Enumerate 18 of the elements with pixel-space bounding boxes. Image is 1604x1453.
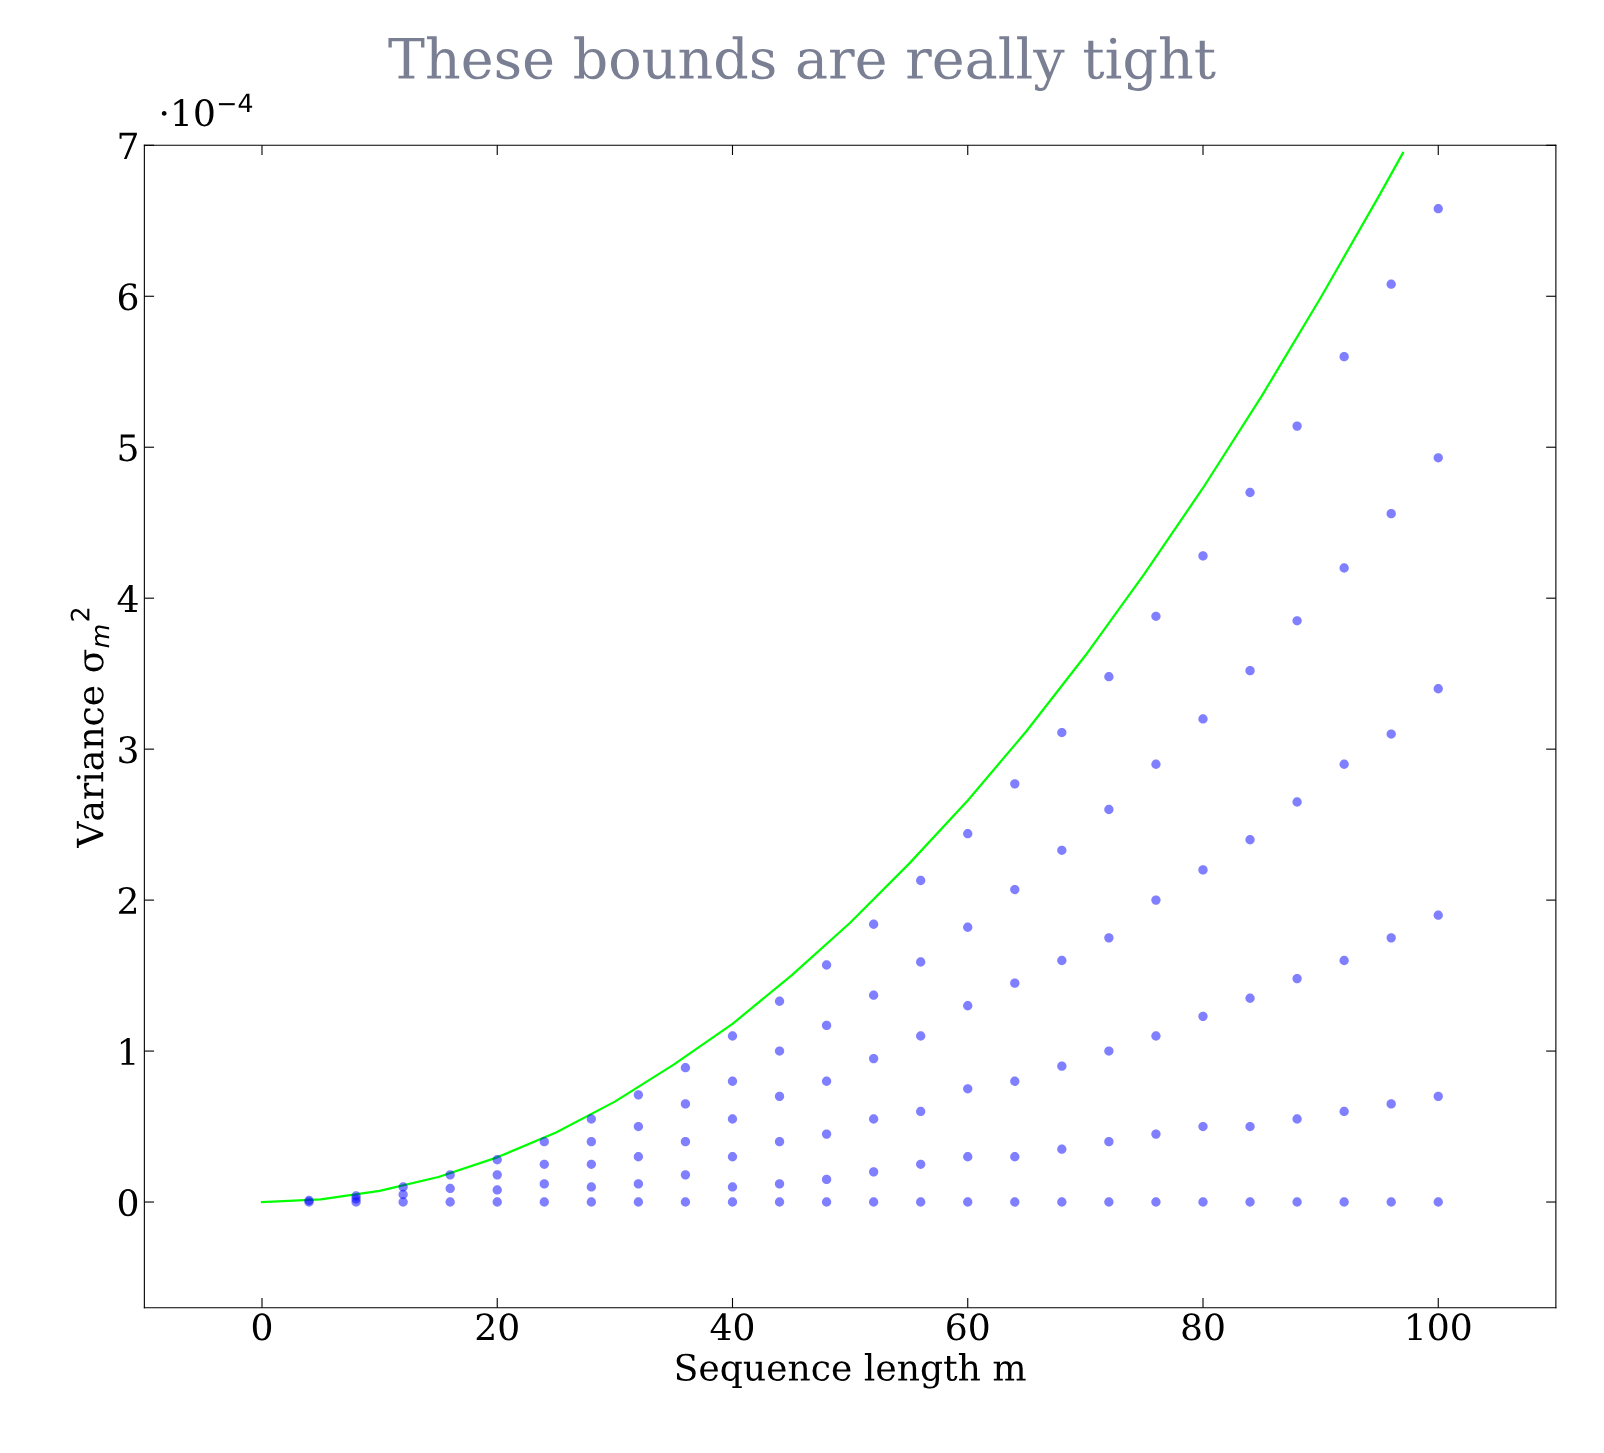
x-tick-label: 60 xyxy=(947,1313,989,1341)
y-tick-label: 5 xyxy=(119,434,137,462)
chart-title: These bounds are really tight xyxy=(388,36,1216,91)
y-tick-label: 0 xyxy=(118,1188,138,1217)
y-axis-title: Variance σ$_{m}$$^{2}$ xyxy=(70,608,110,849)
y-tick-label: 4 xyxy=(117,585,138,612)
x-tick-label: 20 xyxy=(476,1313,518,1341)
x-tick-label: 0 xyxy=(252,1313,272,1341)
y-tick-label: 7 xyxy=(119,132,137,160)
y-tick-label: 2 xyxy=(118,887,136,914)
y-tick-label: 1 xyxy=(120,1037,135,1065)
x-axis-title: Sequence length m xyxy=(676,1353,1026,1389)
x-tick-label: 100 xyxy=(1408,1313,1471,1341)
y-tick-label: 6 xyxy=(118,283,138,311)
text: ·10$^{−4}$ xyxy=(161,93,253,127)
x-tick-label: 80 xyxy=(1182,1313,1224,1341)
y-tick-label: 3 xyxy=(119,736,137,764)
x-tick-label: 40 xyxy=(710,1313,754,1341)
